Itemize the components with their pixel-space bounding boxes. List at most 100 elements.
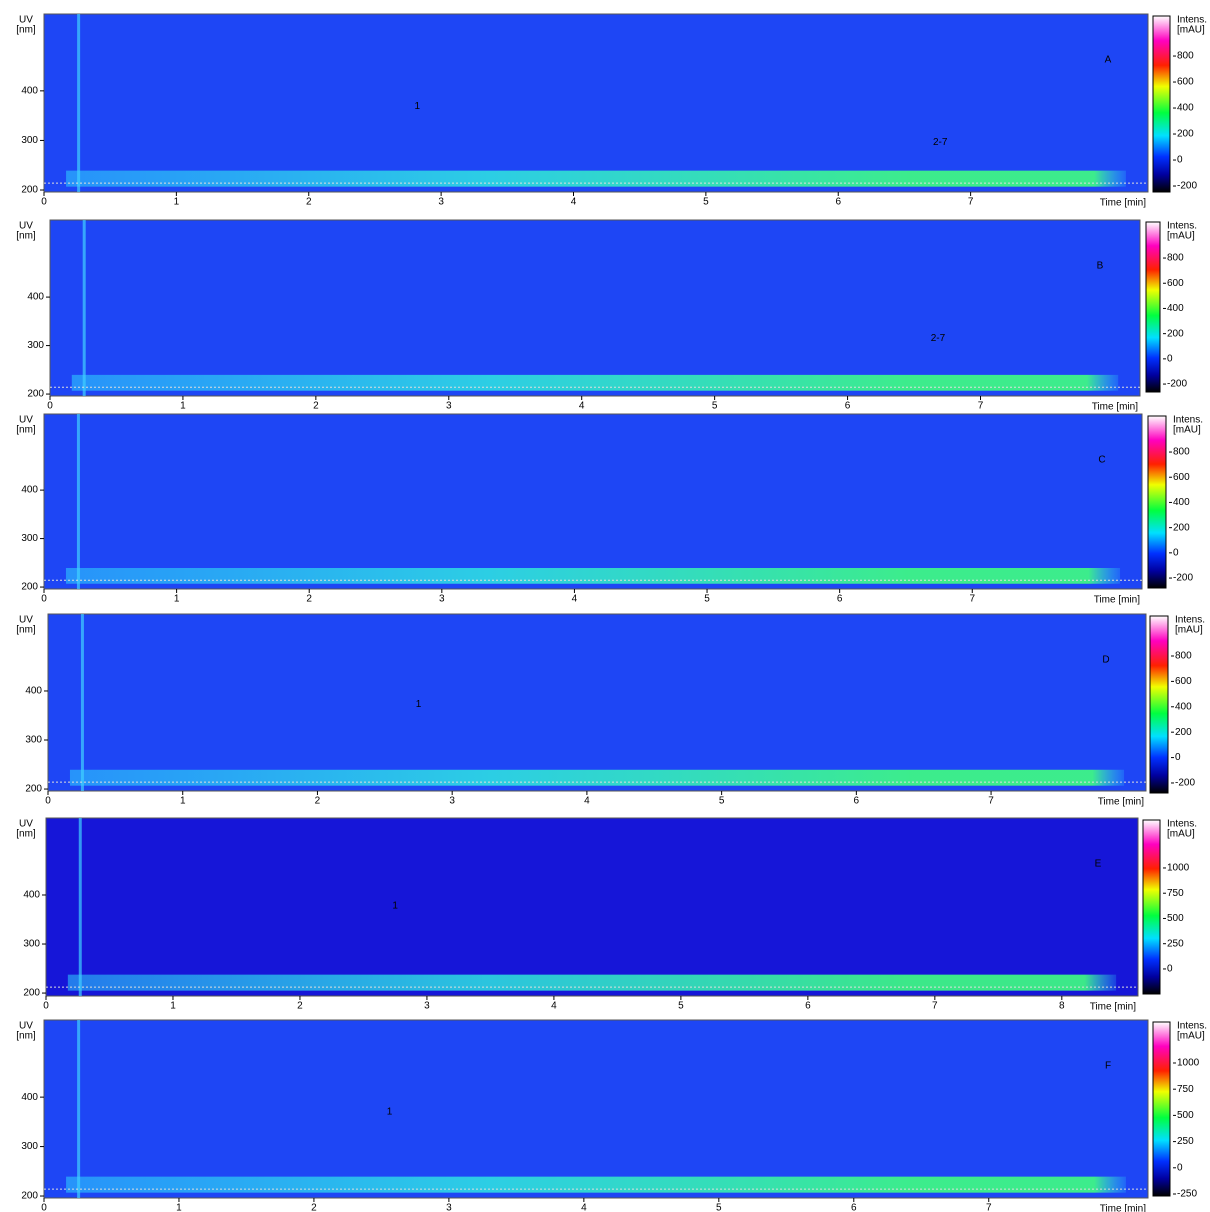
colorbar-label: [mAU]: [1177, 25, 1205, 36]
x-tick-label: 7: [932, 1001, 938, 1012]
x-tick-label: 0: [41, 1203, 47, 1212]
colorbar-label: [mAU]: [1177, 1031, 1205, 1042]
colorbar-tick-label: 0: [1167, 353, 1173, 364]
y-tick-label: 200: [25, 784, 42, 795]
colorbar-tick-label: 400: [1167, 303, 1184, 314]
y-tick-label: 300: [23, 939, 40, 950]
panel-letter big: C: [1098, 455, 1105, 466]
x-tick-label: 3: [424, 1001, 430, 1012]
x-tick-label: 2: [306, 197, 312, 208]
colorbar: [1149, 615, 1169, 794]
colorbar-tick-label: 200: [1175, 727, 1192, 738]
void-streak: [80, 614, 84, 791]
y-tick-label: 400: [21, 85, 38, 96]
x-tick-label: 1: [180, 401, 186, 412]
colorbar: [1147, 415, 1167, 589]
panel-letter big: A: [1105, 55, 1112, 66]
y-axis-label: UV: [19, 819, 33, 830]
x-axis-label: Time [min]: [1094, 595, 1141, 606]
x-tick-label: 0: [41, 594, 47, 605]
x-tick-label: 3: [446, 401, 452, 412]
void-streak: [78, 818, 82, 996]
x-tick-label: 6: [851, 1203, 857, 1212]
colorbar-tick-label: 750: [1177, 1084, 1194, 1095]
colorbar-tick-label: 0: [1175, 752, 1181, 763]
colorbar-tick-label: -200: [1177, 181, 1197, 192]
x-tick-label: 7: [978, 401, 984, 412]
x-tick-label: 6: [845, 401, 851, 412]
baseline-band: [71, 374, 1119, 391]
baseline-band: [67, 974, 1117, 991]
peak-annotation big: 1: [392, 900, 398, 911]
plot-area: [47, 613, 1147, 792]
y-tick-label: 400: [23, 890, 40, 901]
peak-annotation big: 2-7: [933, 137, 948, 148]
x-tick-label: 1: [170, 1001, 176, 1012]
x-tick-label: 7: [986, 1203, 992, 1212]
x-tick-label: 3: [438, 197, 444, 208]
x-tick-label: 0: [41, 197, 47, 208]
x-tick-label: 2: [313, 401, 319, 412]
colorbar-tick-label: 400: [1175, 701, 1192, 712]
x-tick-label: 4: [581, 1203, 587, 1212]
colorbar-tick-label: 600: [1175, 676, 1192, 687]
x-tick-label: 2: [315, 796, 321, 807]
y-tick-label: 400: [21, 1092, 38, 1103]
y-axis-label: [nm]: [16, 1031, 36, 1042]
colorbar-label: [mAU]: [1175, 625, 1203, 636]
baseline-band: [65, 568, 1121, 584]
colorbar: [1152, 15, 1171, 193]
x-tick-label: 1: [174, 197, 180, 208]
x-tick-label: 4: [584, 796, 590, 807]
colorbar-label: [mAU]: [1173, 425, 1201, 436]
y-tick-label: 200: [21, 1191, 38, 1202]
y-tick-label: 400: [21, 485, 38, 496]
colorbar-tick-label: -200: [1167, 379, 1187, 390]
peak-annotation big: 1: [416, 699, 422, 710]
y-axis-label: [nm]: [16, 425, 36, 436]
y-tick-label: 400: [25, 686, 42, 697]
colorbar-tick-label: 0: [1177, 155, 1183, 166]
void-streak: [77, 14, 81, 192]
x-tick-label: 3: [449, 796, 455, 807]
y-axis-label: [nm]: [16, 25, 36, 36]
y-tick-label: 300: [21, 533, 38, 544]
colorbar-tick-label: 200: [1177, 129, 1194, 140]
colorbar-tick-label: 500: [1167, 913, 1184, 924]
colorbar-label: [mAU]: [1167, 829, 1195, 840]
colorbar-tick-label: 200: [1173, 522, 1190, 533]
y-axis-label: UV: [19, 615, 33, 626]
colorbar-tick-label: 0: [1177, 1162, 1183, 1173]
colorbar-tick-label: -200: [1173, 573, 1193, 584]
colorbar: [1152, 1021, 1171, 1197]
colorbar-tick-label: 1000: [1177, 1058, 1200, 1069]
void-streak: [82, 220, 86, 396]
x-tick-label: 5: [703, 197, 709, 208]
x-tick-label: 6: [805, 1001, 811, 1012]
colorbar-tick-label: 600: [1167, 278, 1184, 289]
colorbar-label: Intens.: [1167, 221, 1197, 232]
colorbar-tick-label: 800: [1177, 51, 1194, 62]
x-tick-label: 0: [47, 401, 53, 412]
y-tick-label: 200: [27, 389, 44, 400]
colorbar-tick-label: -200: [1175, 778, 1195, 789]
x-tick-label: 4: [551, 1001, 557, 1012]
y-tick-label: 200: [21, 185, 38, 196]
colorbar-tick-label: 250: [1177, 1136, 1194, 1147]
peak-annotation big: 1: [387, 1107, 393, 1118]
x-tick-label: 4: [579, 401, 585, 412]
void-streak: [77, 1020, 81, 1198]
colorbar: [1145, 221, 1161, 393]
y-axis-label: [nm]: [16, 625, 36, 636]
y-tick-label: 300: [21, 1141, 38, 1152]
x-tick-label: 6: [835, 197, 841, 208]
x-tick-label: 6: [854, 796, 860, 807]
x-tick-label: 7: [969, 594, 975, 605]
x-tick-label: 4: [572, 594, 578, 605]
colorbar-label: Intens.: [1177, 1021, 1207, 1032]
x-tick-label: 1: [180, 796, 186, 807]
colorbar-tick-label: 500: [1177, 1110, 1194, 1121]
x-tick-label: 7: [988, 796, 994, 807]
colorbar-label: Intens.: [1177, 15, 1207, 26]
